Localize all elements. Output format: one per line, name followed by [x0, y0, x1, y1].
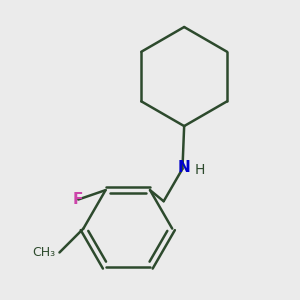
Text: F: F [73, 192, 83, 207]
Text: CH₃: CH₃ [32, 246, 56, 259]
Text: N: N [178, 160, 190, 175]
Text: H: H [195, 164, 206, 178]
